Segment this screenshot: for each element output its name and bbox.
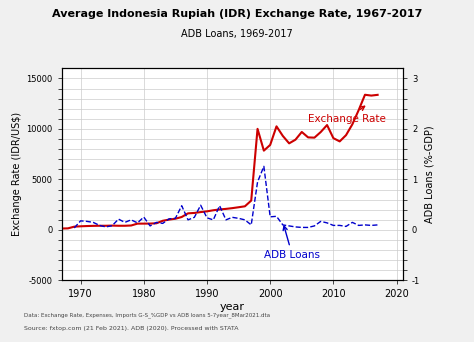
- Text: ADB Loans: ADB Loans: [264, 226, 320, 260]
- Text: ADB Loans, 1969-2017: ADB Loans, 1969-2017: [181, 29, 293, 39]
- Text: Exchange Rate: Exchange Rate: [308, 106, 386, 124]
- Text: Source: fxtop.com (21 Feb 2021). ADB (2020). Processed with STATA: Source: fxtop.com (21 Feb 2021). ADB (20…: [24, 326, 238, 331]
- Text: Data: Exchange Rate, Expenses, Imports G-S_%GDP vs ADB loans 5-7year_8Mar2021.dt: Data: Exchange Rate, Expenses, Imports G…: [24, 312, 270, 318]
- Text: Average Indonesia Rupiah (IDR) Exchange Rate, 1967-2017: Average Indonesia Rupiah (IDR) Exchange …: [52, 9, 422, 18]
- Y-axis label: ADB Loans (%-GDP): ADB Loans (%-GDP): [424, 126, 434, 223]
- X-axis label: year: year: [220, 302, 245, 312]
- Y-axis label: Exchange Rate (IDR/US$): Exchange Rate (IDR/US$): [12, 113, 22, 236]
